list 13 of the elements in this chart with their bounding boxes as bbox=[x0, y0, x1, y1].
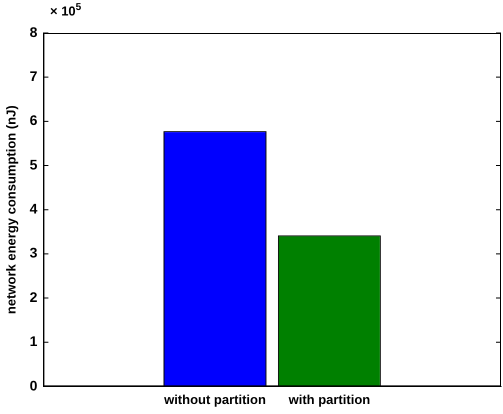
y-axis-title: network energy consumption (nJ) bbox=[3, 105, 18, 314]
x-tick-label: with partition bbox=[288, 392, 370, 407]
y-tick-label: 6 bbox=[30, 112, 38, 128]
y-tick-label: 8 bbox=[30, 24, 38, 40]
x-tick-label: without partition bbox=[163, 392, 266, 407]
y-tick-label: 3 bbox=[30, 244, 38, 261]
y-tick-label: 4 bbox=[30, 200, 38, 217]
y-tick-label: 5 bbox=[30, 156, 38, 172]
y-tick-label: 2 bbox=[30, 288, 38, 305]
y-tick-label: 0 bbox=[30, 377, 38, 394]
text: × 10$^{5}$ bbox=[50, 2, 82, 18]
y-tick-label: 7 bbox=[30, 68, 38, 84]
y-tick-label: 1 bbox=[30, 333, 38, 350]
